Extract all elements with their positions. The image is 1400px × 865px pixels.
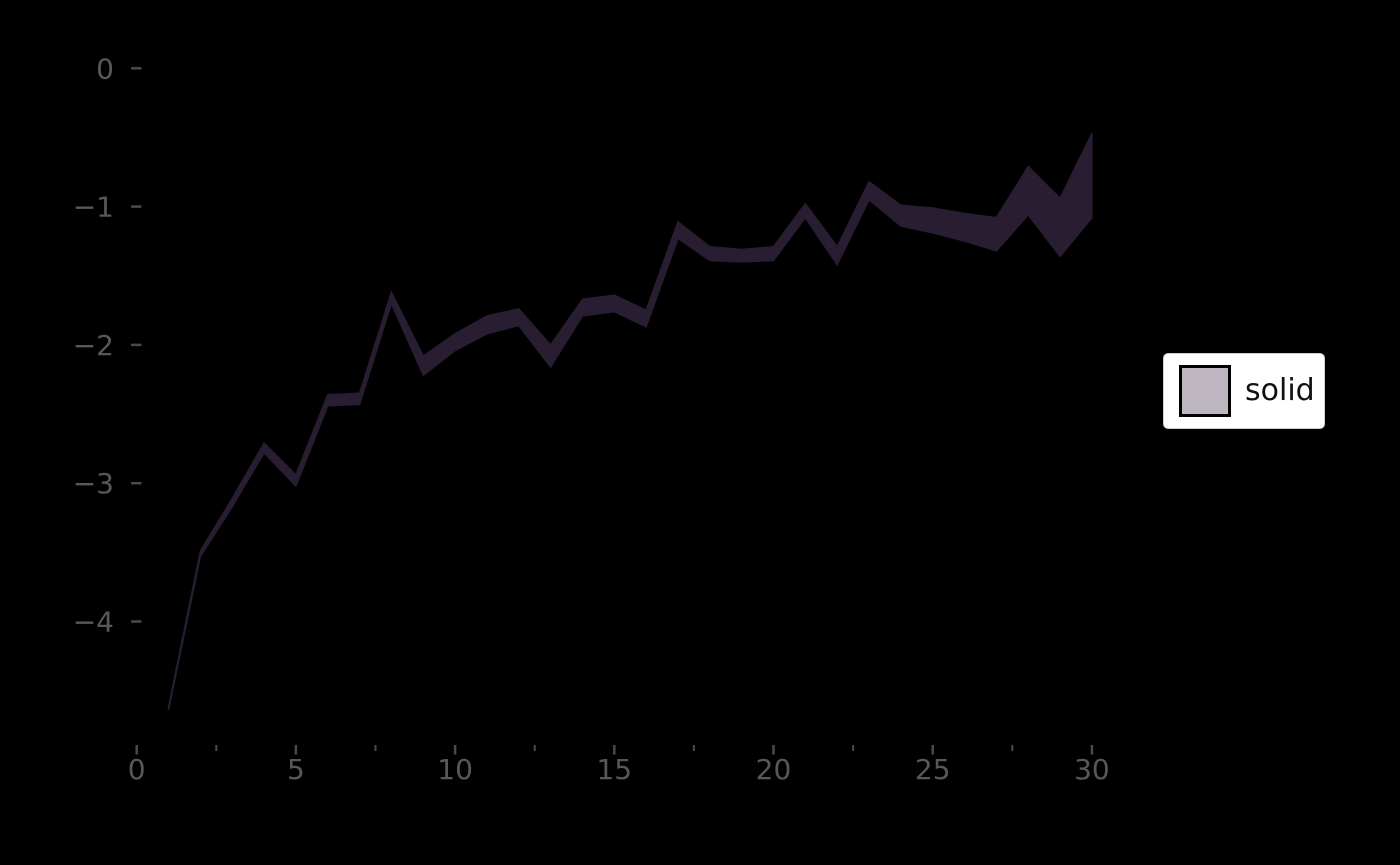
y-axis-ticks: 0 −1 −2 −3 −4 — [73, 52, 142, 639]
legend-label: solid — [1245, 373, 1315, 408]
x-tick-label: 5 — [287, 753, 305, 786]
x-tick-label: 15 — [596, 753, 632, 786]
solid-swatch-icon — [1179, 365, 1231, 417]
y-tick-label: −3 — [73, 467, 114, 500]
y-tick-label: −4 — [73, 606, 114, 639]
x-tick-label: 25 — [915, 753, 951, 786]
x-axis-ticks: 0 5 10 15 20 25 30 — [128, 745, 1110, 786]
y-tick-label: −1 — [73, 191, 114, 224]
y-tick-label: 0 — [96, 52, 114, 85]
x-tick-label: 0 — [128, 753, 146, 786]
legend: solid — [1163, 353, 1325, 429]
solid-band-path — [167, 132, 1093, 711]
x-tick-label: 20 — [756, 753, 792, 786]
x-tick-label: 10 — [437, 753, 473, 786]
y-tick-label: −2 — [73, 329, 114, 362]
x-tick-label: 30 — [1074, 753, 1110, 786]
solid-band-area — [167, 132, 1093, 711]
